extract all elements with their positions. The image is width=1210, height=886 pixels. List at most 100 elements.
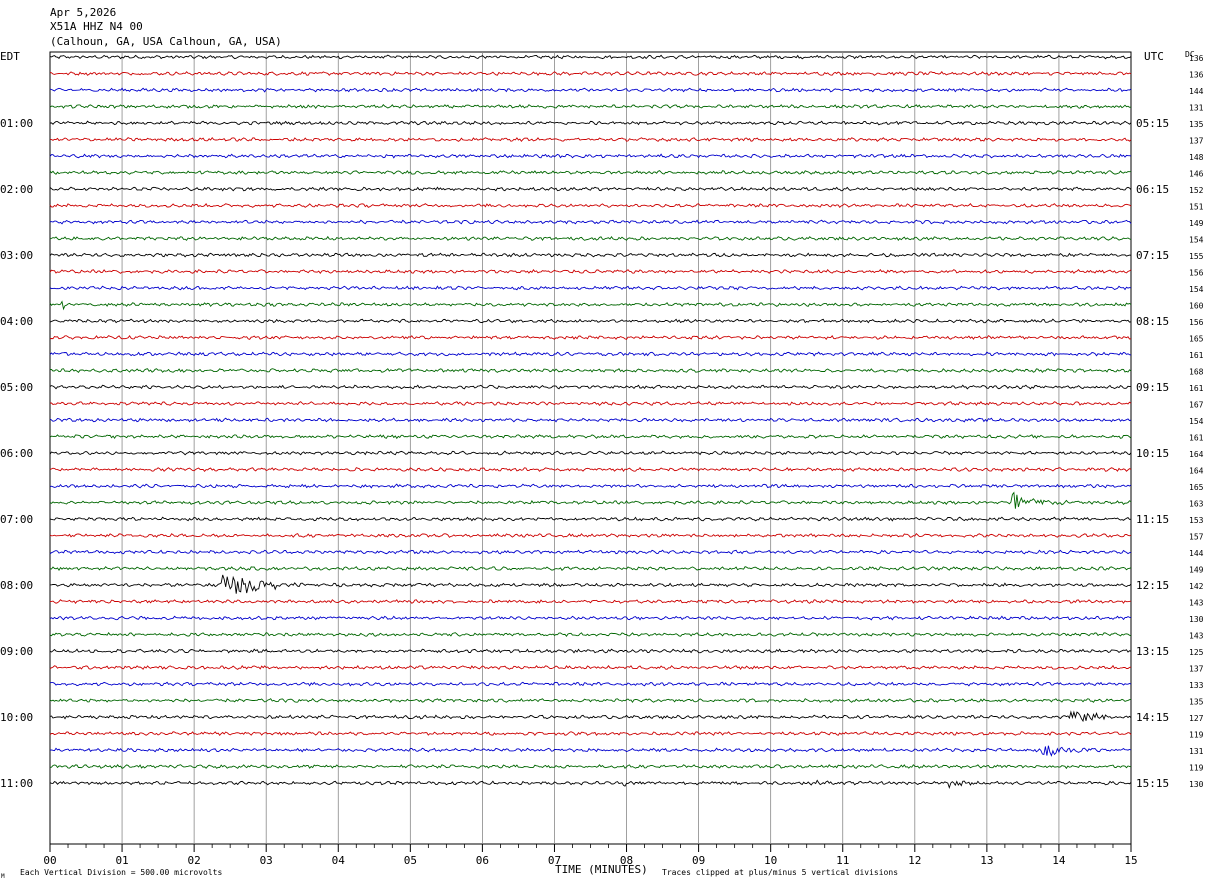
- right-time-label: 05:15: [1136, 117, 1169, 130]
- x-tick-label-09: 09: [692, 854, 705, 867]
- dc-value: 154: [1189, 285, 1204, 294]
- dc-value: 161: [1189, 351, 1204, 360]
- header-station: X51A HHZ N4 00: [50, 20, 143, 33]
- dc-value: 149: [1189, 219, 1204, 228]
- dc-value: 167: [1189, 401, 1204, 410]
- dc-value: 137: [1189, 137, 1204, 146]
- dc-value: 157: [1189, 533, 1204, 542]
- trace-5: [49, 136, 1132, 143]
- dc-value: 131: [1189, 104, 1204, 113]
- trace-21: [49, 401, 1132, 407]
- trace-14: [49, 285, 1132, 291]
- left-time-label: 05:00: [0, 381, 33, 394]
- dc-value: 164: [1189, 450, 1204, 459]
- dc-value: 144: [1189, 87, 1204, 96]
- corner-mark: M: [1, 873, 5, 880]
- dc-value: 130: [1189, 780, 1204, 789]
- dc-value: 136: [1189, 71, 1204, 80]
- plot-frame: [49, 51, 1132, 845]
- trace-11: [49, 235, 1132, 242]
- left-time-label: 02:00: [0, 183, 33, 196]
- dc-value: 143: [1189, 632, 1204, 641]
- trace-27: [49, 491, 1132, 509]
- trace-37: [49, 664, 1132, 671]
- left-time-label: 07:00: [0, 513, 33, 526]
- dc-value: 119: [1189, 764, 1204, 773]
- dc-value: 130: [1189, 615, 1204, 624]
- trace-28: [49, 516, 1132, 522]
- x-tick-label-06: 06: [476, 854, 489, 867]
- header-date: Apr 5,2026: [50, 6, 116, 19]
- trace-34: [49, 615, 1132, 621]
- trace-24: [49, 450, 1132, 456]
- trace-33: [50, 599, 1132, 605]
- dc-value: 160: [1189, 302, 1204, 311]
- dc-value: 137: [1189, 665, 1204, 674]
- trace-44: [49, 779, 1132, 790]
- trace-36: [49, 648, 1132, 654]
- right-time-label: 11:15: [1136, 513, 1169, 526]
- trace-19: [49, 368, 1132, 374]
- right-time-label: 08:15: [1136, 315, 1169, 328]
- dc-value: 151: [1189, 203, 1204, 212]
- trace-31: [49, 566, 1132, 572]
- dc-value: 136: [1189, 54, 1204, 63]
- header-location: (Calhoun, GA, USA Calhoun, GA, USA): [50, 35, 282, 48]
- trace-29: [49, 533, 1132, 538]
- dc-value: 156: [1189, 318, 1204, 327]
- dc-label: DC: [1185, 50, 1195, 59]
- x-tick-label-02: 02: [188, 854, 201, 867]
- dc-values: 136 136 144 131 135 137 148 146 152 151 149 154 155 1…: [1189, 54, 1204, 789]
- seismic-traces: [49, 54, 1132, 790]
- dc-value: 155: [1189, 252, 1204, 261]
- trace-39: [49, 698, 1132, 704]
- trace-1: [49, 71, 1132, 77]
- dc-value: 127: [1189, 714, 1204, 723]
- right-time-label: 13:15: [1136, 645, 1169, 658]
- trace-38: [49, 681, 1132, 687]
- trace-7: [49, 170, 1132, 175]
- trace-4: [49, 120, 1132, 126]
- x-tick-label-07: 07: [548, 854, 561, 867]
- dc-value: 152: [1189, 186, 1204, 195]
- trace-6: [49, 153, 1132, 159]
- dc-value: 153: [1189, 516, 1204, 525]
- x-tick-label-11: 11: [836, 854, 849, 867]
- dc-value: 125: [1189, 648, 1204, 657]
- trace-30: [49, 549, 1132, 555]
- x-tick-label-14: 14: [1052, 854, 1066, 867]
- trace-8: [49, 186, 1132, 192]
- dc-value: 161: [1189, 384, 1204, 393]
- x-tick-label-05: 05: [404, 854, 417, 867]
- x-tick-label-01: 01: [115, 854, 128, 867]
- dc-value: 119: [1189, 731, 1204, 740]
- dc-value: 165: [1189, 335, 1204, 344]
- dc-value: 168: [1189, 368, 1204, 377]
- trace-43: [49, 764, 1132, 770]
- right-time-label: 09:15: [1136, 381, 1169, 394]
- trace-2: [49, 87, 1132, 93]
- left-time-labels: 01:00 02:00 03:00 04:00 05:00 06:00 07:00 08:00…: [0, 117, 33, 790]
- trace-32: [49, 574, 1132, 594]
- trace-42: [49, 745, 1132, 757]
- trace-40: [49, 710, 1132, 723]
- dc-value: 156: [1189, 269, 1204, 278]
- dc-value: 144: [1189, 549, 1204, 558]
- dc-value: 131: [1189, 747, 1204, 756]
- trace-13: [49, 268, 1132, 274]
- trace-9: [49, 203, 1132, 208]
- dc-value: 135: [1189, 120, 1204, 129]
- trace-15: [49, 300, 1132, 311]
- x-tick-label-08: 08: [620, 854, 633, 867]
- x-axis-label: TIME (MINUTES): [555, 863, 648, 876]
- right-time-label: 14:15: [1136, 711, 1169, 724]
- dc-value: 149: [1189, 566, 1204, 575]
- scale-note: Each Vertical Division = 500.00 microvol…: [20, 868, 222, 877]
- dc-value: 143: [1189, 599, 1204, 608]
- trace-22: [49, 417, 1132, 423]
- dc-value: 154: [1189, 236, 1204, 245]
- trace-12: [49, 252, 1132, 258]
- trace-10: [49, 219, 1132, 225]
- left-time-label: 04:00: [0, 315, 33, 328]
- trace-18: [49, 351, 1132, 357]
